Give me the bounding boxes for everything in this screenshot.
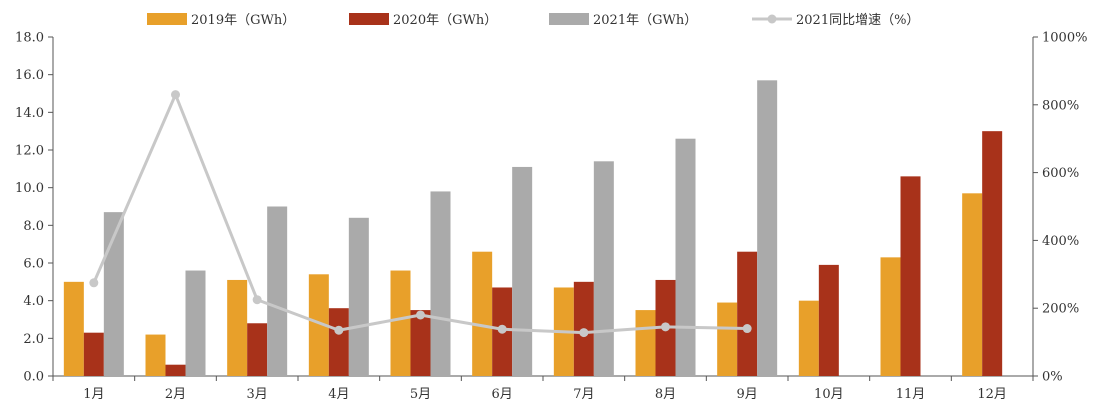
x-tick-label: 7月	[573, 387, 594, 402]
y-left-tick-label: 14.0	[15, 106, 44, 121]
bar-2019-4	[308, 274, 329, 376]
bar-2020-4	[328, 308, 349, 376]
bar-2021-7	[593, 161, 614, 376]
x-tick-label: 1月	[83, 387, 104, 402]
growth-line-point	[252, 295, 262, 305]
legend-swatch	[349, 13, 389, 25]
y-right-tick-label: 800%	[1042, 98, 1079, 113]
x-tick-labels: 1月 2月 3月 4月 5月 6月 7月 8月 9月 10月 11月 12月	[83, 387, 1007, 402]
bar-2019-11	[880, 257, 901, 376]
bar-2020-5	[410, 310, 431, 376]
bar-2020-10	[818, 264, 839, 376]
legend-swatch-marker	[767, 14, 777, 24]
bar-2021-1	[103, 212, 124, 376]
y-right-tick-label: 1000%	[1042, 31, 1087, 46]
y-left-tick-label: 0.0	[23, 370, 44, 385]
y-left-tick-label: 10.0	[15, 181, 44, 196]
bar-2021-8	[675, 138, 696, 376]
bar-2020-12	[982, 131, 1003, 376]
x-tick-label: 9月	[737, 387, 758, 402]
bar-2021-2	[185, 270, 206, 376]
y-right-tick-label: 0%	[1042, 370, 1063, 385]
x-tick-label: 8月	[655, 387, 676, 402]
bar-2020-9	[737, 251, 758, 376]
y-left-tick-label: 12.0	[15, 144, 44, 159]
bar-2020-2	[165, 364, 186, 376]
bar-2019-5	[390, 270, 411, 376]
x-tick-label: 12月	[977, 387, 1007, 402]
bar-2019-9	[717, 302, 738, 376]
growth-line-point	[497, 324, 507, 334]
legend-label: 2021年（GWh）	[593, 13, 697, 28]
legend-swatch	[549, 13, 589, 25]
legend-label: 2019年（GWh）	[191, 13, 295, 28]
bar-2019-2	[145, 334, 166, 376]
y-left-tick-label: 16.0	[15, 68, 44, 83]
y-left-tick-label: 8.0	[23, 219, 44, 234]
bar-2019-12	[962, 193, 983, 376]
x-tick-label: 2月	[165, 387, 186, 402]
x-tick-label: 11月	[896, 387, 926, 402]
growth-line-point	[334, 325, 344, 335]
bar-2021-9	[757, 80, 778, 377]
y-left-tick-label: 6.0	[23, 257, 44, 272]
growth-line-point	[661, 322, 670, 332]
growth-line-point	[579, 328, 589, 338]
growth-line-point	[171, 90, 180, 100]
bar-2021-5	[430, 191, 451, 376]
bar-2021-3	[267, 206, 288, 376]
axes: 0.0 2.0 4.0 6.0 8.0 10.0 12.0 14.0 16.0 18.0 0% 200…	[15, 31, 1087, 385]
legend-label: 2020年（GWh）	[393, 13, 497, 28]
legend-label: 2021同比增速（%）	[796, 13, 919, 28]
growth-line-point	[742, 324, 752, 334]
growth-line	[89, 90, 752, 338]
bar-2021-4	[348, 217, 369, 376]
x-tick-label: 3月	[247, 387, 268, 402]
y-left-tick-label: 2.0	[23, 332, 44, 347]
y-right-tick-label: 200%	[1042, 302, 1079, 317]
x-tick-label: 5月	[410, 387, 431, 402]
y-right-tick-label: 400%	[1042, 234, 1079, 249]
x-tick-label: 4月	[328, 387, 349, 402]
y-right-tick-label: 600%	[1042, 166, 1079, 181]
bar-2019-3	[227, 279, 248, 376]
bar-2019-10	[798, 300, 819, 376]
y-left-tick-label: 18.0	[15, 31, 44, 46]
bar-2019-6	[472, 251, 493, 376]
bar-2020-11	[900, 176, 921, 376]
legend-swatch	[147, 13, 187, 25]
x-tick-label: 10月	[814, 387, 844, 402]
bar-2020-1	[83, 332, 104, 376]
growth-line-point	[89, 278, 99, 288]
bar-2020-3	[247, 323, 268, 376]
growth-line-point	[416, 310, 425, 320]
legend: 2019年（GWh） 2020年（GWh） 2021年（GWh） 2021同比增速（%…	[147, 13, 919, 28]
bar-2021-6	[512, 166, 533, 376]
bar-2019-1	[63, 281, 84, 376]
bar-2019-8	[635, 310, 656, 376]
y-left-tick-label: 4.0	[23, 294, 44, 309]
x-tick-label: 6月	[492, 387, 513, 402]
